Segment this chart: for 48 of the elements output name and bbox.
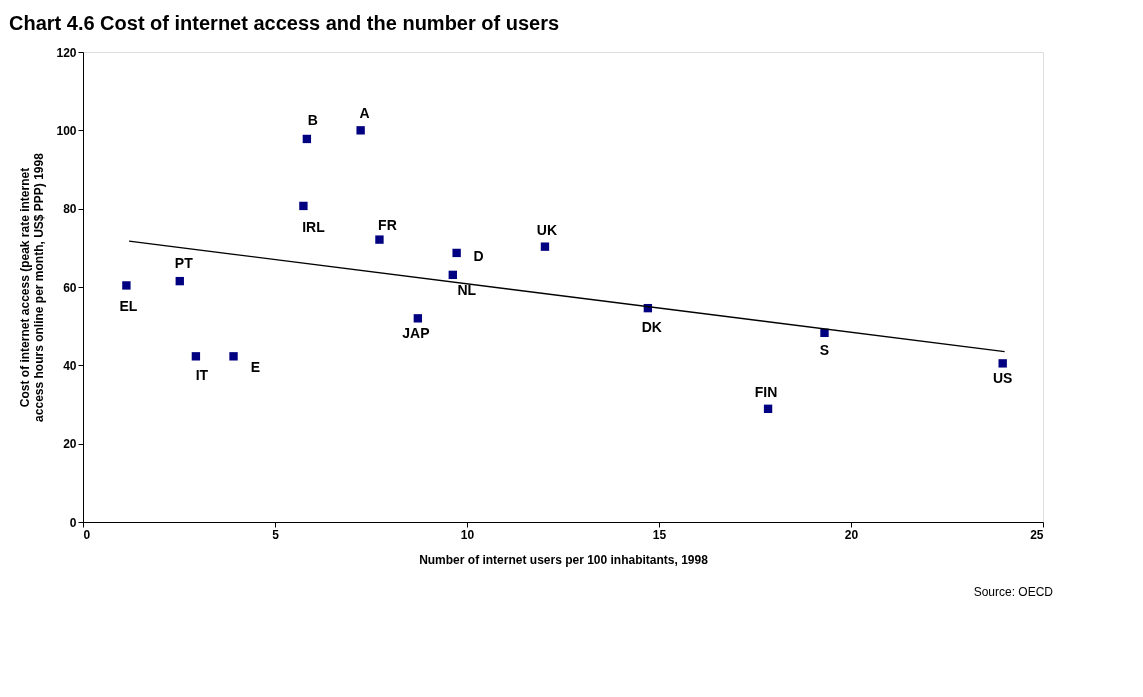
annotation: JAP	[402, 325, 430, 342]
point	[820, 328, 829, 338]
annotation: NL	[457, 281, 477, 298]
point	[540, 242, 550, 251]
x-tick-label: 5	[272, 527, 280, 542]
point	[763, 404, 773, 413]
x-tick-label: 25	[1030, 527, 1044, 542]
point	[175, 276, 184, 286]
annotation: UK	[536, 221, 558, 238]
point	[375, 235, 384, 244]
x-axis-title: Number of internet users per 100 inhabitants, 1998	[419, 552, 709, 567]
annotation: PT	[174, 255, 194, 272]
y-tick-label: 60	[63, 280, 77, 295]
annotation: FIN	[754, 383, 778, 400]
point	[998, 359, 1007, 368]
annotation: S	[819, 341, 830, 358]
y-tick-label: 120	[56, 45, 77, 60]
y-axis-title: Cost of internet access (peak rate internet access hours online per month, US$ PPP) 1998	[18, 152, 47, 422]
x-tick-label: 15	[652, 527, 667, 542]
x-tick-label: 10	[460, 527, 475, 542]
annotation: B	[307, 111, 318, 128]
point	[229, 352, 238, 361]
y-tick-label: 100	[56, 123, 77, 138]
point	[191, 352, 201, 361]
annotation: A	[359, 105, 370, 122]
y-tick-label: 20	[63, 437, 77, 452]
point	[122, 281, 131, 290]
point	[413, 314, 423, 323]
point	[452, 248, 461, 258]
annotation: IT	[195, 367, 209, 384]
y-tick-label: 40	[63, 358, 77, 373]
annotation: IRL	[302, 218, 326, 235]
annotation: EL	[119, 298, 138, 315]
annotation: D	[473, 247, 484, 264]
annotation: DK	[641, 319, 662, 336]
y-tick-label: 0	[69, 515, 77, 530]
point	[448, 270, 457, 280]
annotation: US	[992, 370, 1013, 387]
annotation: FR	[378, 216, 397, 233]
y-tick-label: 80	[63, 202, 77, 217]
x-tick-label: 0	[83, 527, 91, 542]
x-tick-label: 20	[844, 527, 859, 542]
chart-title: Chart 4.6 Cost of internet access and the number of users	[8, 12, 560, 34]
point	[299, 201, 308, 211]
point	[356, 126, 365, 135]
annotation: E	[250, 359, 261, 376]
point	[302, 134, 312, 144]
source-note: Source: OECD	[973, 585, 1054, 599]
